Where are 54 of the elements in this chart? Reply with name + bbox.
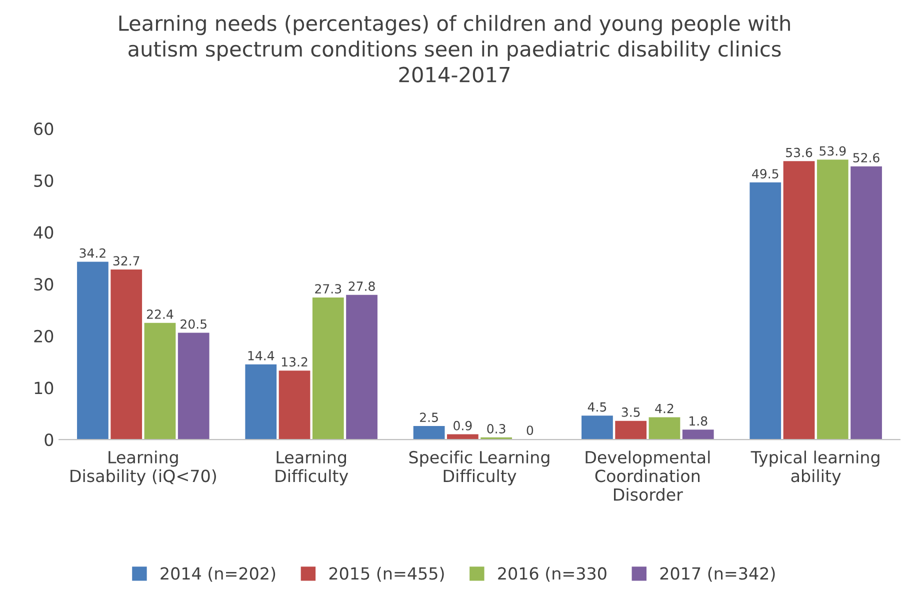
data-label: 0.9 [454, 420, 472, 430]
bar [783, 161, 815, 440]
bar [312, 297, 344, 440]
bar [245, 364, 277, 440]
data-label: 32.7 [113, 256, 140, 266]
y-tick-label: 0 [44, 433, 54, 446]
data-label: 1.8 [690, 416, 708, 426]
data-label: 27.8 [348, 281, 375, 291]
bar [178, 332, 210, 440]
x-tick-label: Specific Learning Difficulty [409, 450, 550, 486]
data-label: 22.4 [146, 309, 174, 319]
bar [816, 160, 848, 440]
bar [278, 370, 310, 440]
bar [850, 166, 882, 440]
bar [750, 182, 782, 440]
bar [648, 417, 680, 440]
data-label: 49.5 [752, 169, 778, 178]
chart-title: Learning needs (percentages) of children and young people with autism spectrum conditions seen in paediatric disability clinics 2014-2017 [119, 14, 790, 82]
y-tick-label: 60 [34, 122, 54, 136]
x-tick-label: Developmental Coordination Disorder [586, 450, 710, 501]
data-label: 0 [526, 426, 534, 436]
data-label: 3.5 [622, 407, 640, 417]
data-label: 20.5 [180, 319, 206, 329]
x-tick-label: Learning Difficulty [276, 450, 348, 486]
bar [144, 322, 176, 440]
x-tick-label: Typical learning ability [750, 450, 880, 486]
bar [77, 262, 108, 440]
data-label: 53.9 [820, 146, 846, 156]
y-tick-label: 50 [34, 174, 54, 187]
legend-label: 2015 (n=455) [329, 566, 444, 582]
bar [682, 430, 714, 440]
y-tick-label: 10 [34, 382, 54, 394]
data-label: 34.2 [80, 248, 106, 258]
data-label: 13.2 [282, 357, 308, 367]
legend-label: 2014 (n=202) [160, 566, 276, 582]
data-label: 27.3 [315, 284, 342, 294]
data-label: 14.4 [248, 351, 274, 360]
legend-label: 2017 (n=342) [660, 566, 775, 582]
bar [346, 294, 378, 440]
y-tick-label: 20 [34, 330, 54, 342]
y-tick-label: 30 [34, 278, 54, 291]
data-label: 2.5 [420, 412, 438, 422]
data-label: 4.2 [655, 404, 674, 414]
data-label: 0.3 [487, 424, 506, 434]
x-tick-label: Learning Disability (iQ<70) [70, 450, 216, 486]
data-label: 52.6 [853, 152, 880, 162]
bar [110, 270, 142, 440]
bar [582, 416, 613, 440]
y-tick-label: 40 [34, 226, 54, 239]
data-label: 53.6 [786, 148, 812, 158]
bar [615, 420, 647, 440]
data-label: 4.5 [588, 402, 606, 412]
bar [413, 426, 445, 440]
legend-label: 2016 (n=330 [498, 566, 606, 582]
